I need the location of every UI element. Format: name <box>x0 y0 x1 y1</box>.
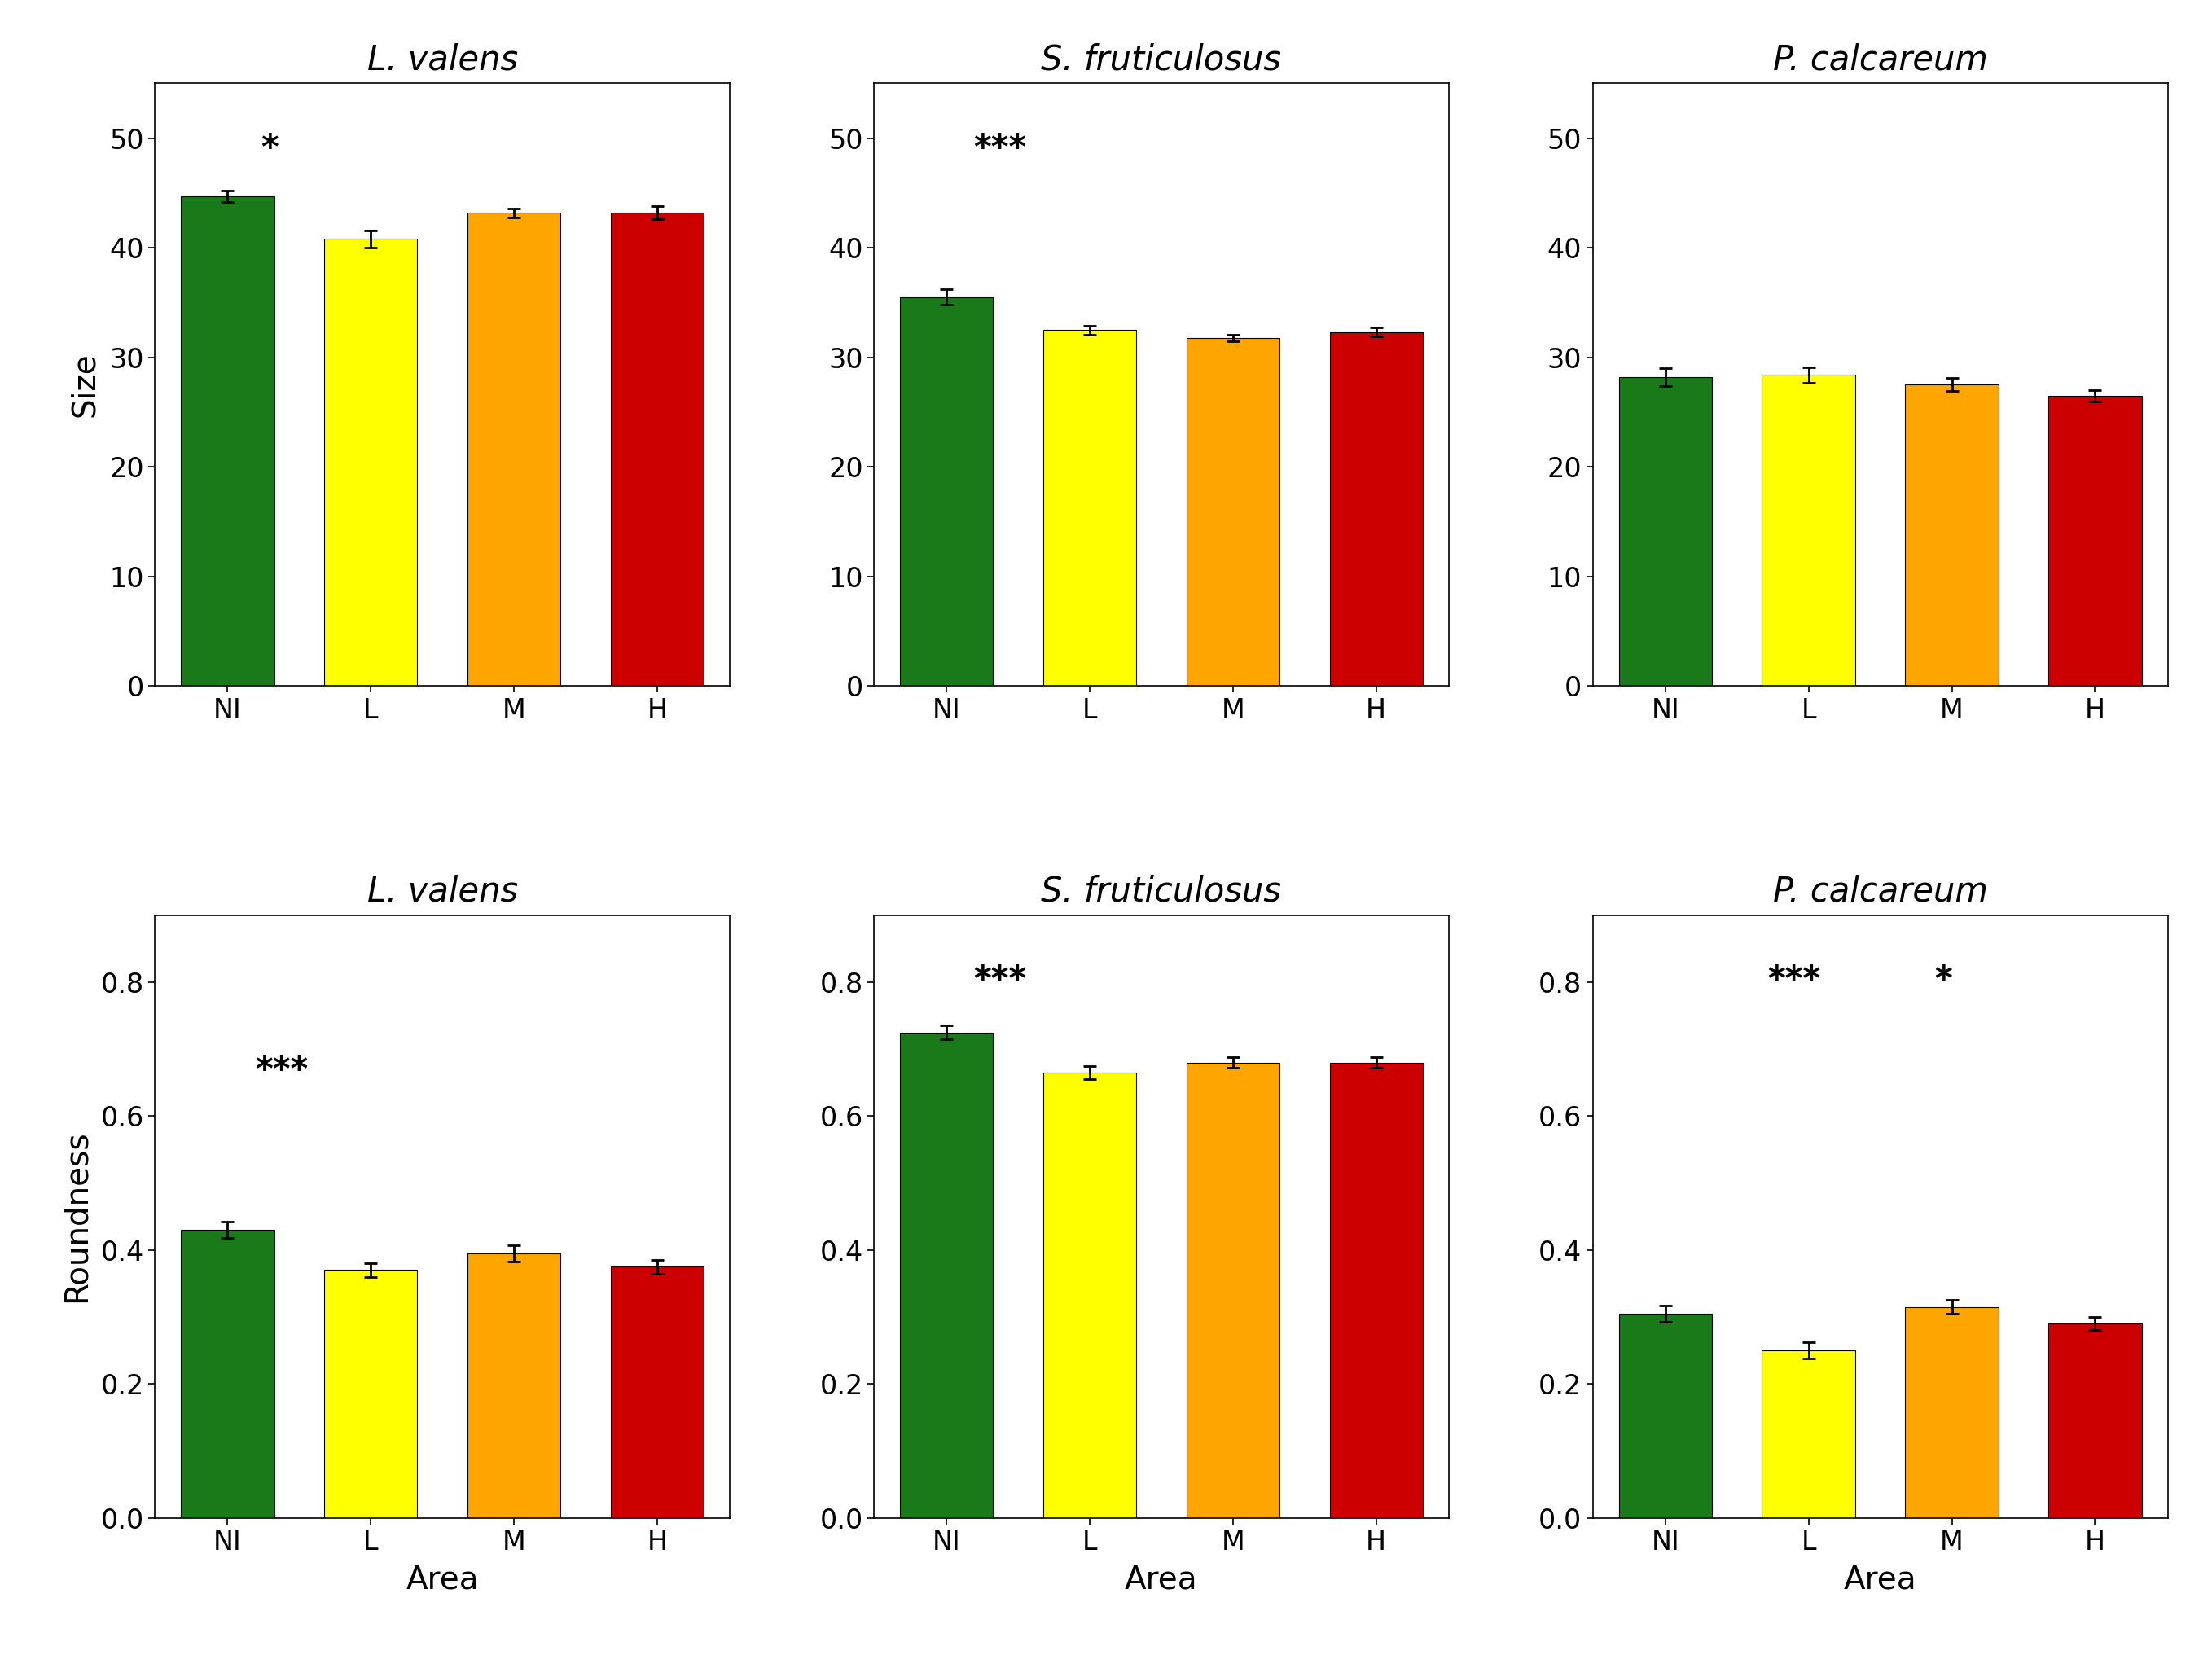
Title: S. fruticulosus: S. fruticulosus <box>1042 43 1281 77</box>
Title: P. calcareum: P. calcareum <box>1772 874 1989 909</box>
Title: P. calcareum: P. calcareum <box>1772 43 1989 77</box>
Bar <box>1905 385 1997 686</box>
Text: ***: *** <box>973 964 1026 997</box>
Bar <box>900 297 993 686</box>
Text: *: * <box>1936 964 1953 997</box>
Bar <box>325 1269 418 1518</box>
Bar <box>1763 375 1856 686</box>
Bar <box>1905 1308 1997 1518</box>
X-axis label: Area: Area <box>407 1565 478 1596</box>
Bar <box>2048 395 2141 686</box>
Text: *: * <box>261 132 279 165</box>
Title: L. valens: L. valens <box>367 874 518 909</box>
X-axis label: Area: Area <box>1126 1565 1197 1596</box>
Bar <box>181 1229 274 1518</box>
Bar <box>1619 377 1712 686</box>
Bar <box>1186 1063 1279 1518</box>
Bar <box>1329 1063 1422 1518</box>
Title: S. fruticulosus: S. fruticulosus <box>1042 874 1281 909</box>
Bar <box>611 214 703 686</box>
Bar <box>1044 330 1137 686</box>
Text: ***: *** <box>973 132 1026 165</box>
Bar <box>1044 1073 1137 1518</box>
Bar <box>1186 337 1279 686</box>
Bar <box>467 214 560 686</box>
X-axis label: Area: Area <box>1845 1565 1916 1596</box>
Bar <box>467 1253 560 1518</box>
Bar <box>1619 1314 1712 1518</box>
Text: ***: *** <box>1767 964 1820 997</box>
Bar <box>181 197 274 686</box>
Title: L. valens: L. valens <box>367 43 518 77</box>
Y-axis label: Roundness: Roundness <box>60 1131 91 1303</box>
Bar <box>900 1032 993 1518</box>
Bar <box>1329 332 1422 686</box>
Bar <box>1763 1351 1856 1518</box>
Bar <box>2048 1324 2141 1518</box>
Bar <box>611 1266 703 1518</box>
Text: ***: *** <box>254 1054 307 1088</box>
Bar <box>325 239 418 686</box>
Y-axis label: Size: Size <box>69 352 100 417</box>
